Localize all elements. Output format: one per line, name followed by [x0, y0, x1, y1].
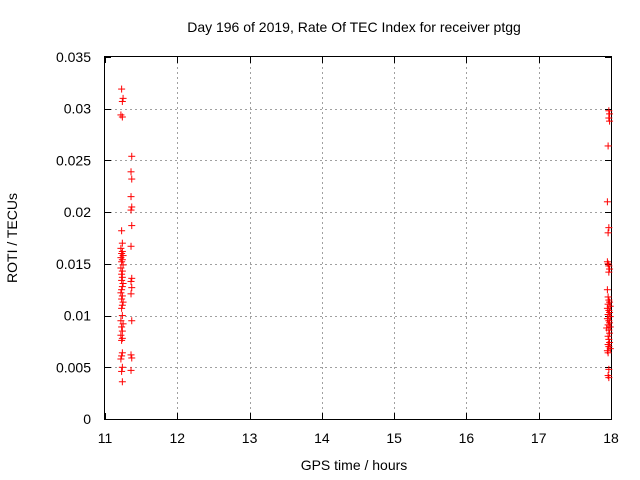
- y-axis-label: ROTI / TECUs: [4, 193, 20, 283]
- data-point: [118, 273, 126, 281]
- data-point: [118, 85, 126, 93]
- data-point: [128, 152, 136, 160]
- data-point: [118, 227, 126, 235]
- data-point: [118, 276, 126, 284]
- grid-lines: [105, 57, 611, 419]
- y-tick-labels: 0 0.005 0.01 0.015 0.02 0.025 0.03 0.035: [56, 49, 91, 427]
- data-point: [118, 267, 126, 275]
- data-points: [117, 85, 614, 386]
- data-point: [118, 336, 126, 344]
- data-point: [118, 304, 126, 312]
- data-point: [606, 329, 614, 337]
- chart-title: Day 196 of 2019, Rate Of TEC Index for r…: [187, 19, 521, 35]
- data-point: [606, 117, 614, 125]
- x-tick-label: 14: [314, 430, 330, 446]
- data-point: [118, 352, 126, 360]
- y-tick-label: 0.005: [56, 359, 91, 375]
- data-point: [128, 354, 136, 362]
- x-tick-labels: 11 12 13 14 15 16 17 18: [98, 430, 619, 446]
- data-point: [606, 265, 614, 273]
- data-point: [118, 283, 126, 291]
- data-point: [128, 317, 136, 325]
- data-point: [118, 97, 126, 105]
- data-point: [606, 323, 614, 331]
- x-tick-label: 13: [242, 430, 258, 446]
- data-point: [127, 193, 135, 201]
- data-point: [604, 349, 612, 357]
- y-tick-label: 0: [83, 411, 91, 427]
- x-tick-label: 16: [459, 430, 475, 446]
- data-point: [117, 289, 125, 297]
- data-point: [118, 367, 126, 375]
- data-point: [118, 258, 126, 266]
- data-point: [604, 229, 612, 237]
- data-point: [127, 351, 135, 359]
- data-point: [117, 331, 125, 339]
- data-point: [128, 284, 136, 292]
- data-point: [604, 332, 612, 340]
- data-point: [605, 114, 613, 122]
- x-tick-label: 18: [603, 430, 619, 446]
- data-point: [118, 323, 126, 331]
- data-point: [117, 355, 125, 363]
- data-point: [118, 349, 126, 357]
- data-point: [605, 262, 613, 270]
- data-point: [603, 198, 611, 206]
- data-point: [119, 320, 127, 328]
- data-point: [127, 290, 135, 298]
- data-point: [118, 301, 126, 309]
- data-point: [128, 203, 136, 211]
- plot-frame: [104, 56, 612, 420]
- data-point: [117, 244, 125, 252]
- y-tick-label: 0.025: [56, 152, 91, 168]
- data-point: [605, 326, 613, 334]
- data-point: [604, 142, 612, 150]
- data-point: [128, 222, 136, 230]
- x-tick-label: 11: [98, 430, 113, 446]
- data-point: [118, 327, 126, 335]
- data-point: [128, 175, 136, 183]
- data-point: [118, 295, 126, 303]
- data-point: [127, 277, 135, 285]
- y-tick-label: 0.015: [56, 256, 91, 272]
- data-point: [127, 206, 135, 214]
- data-point: [118, 113, 126, 121]
- y-tick-label: 0.01: [64, 308, 91, 324]
- data-point: [119, 94, 127, 102]
- data-point: [605, 107, 613, 115]
- data-point: [118, 312, 126, 320]
- data-point: [603, 286, 611, 294]
- data-point: [605, 268, 613, 276]
- y-tick-label: 0.02: [64, 204, 91, 220]
- x-axis-label: GPS time / hours: [301, 457, 408, 473]
- data-point: [118, 286, 126, 294]
- y-tick-label: 0.03: [64, 101, 91, 117]
- data-point: [118, 239, 126, 247]
- data-point: [605, 365, 613, 373]
- data-point: [127, 366, 135, 374]
- x-tick-label: 17: [531, 430, 547, 446]
- data-point: [118, 292, 126, 300]
- data-point: [127, 168, 135, 176]
- data-point: [128, 274, 136, 282]
- data-point: [605, 374, 613, 382]
- data-point: [119, 298, 127, 306]
- data-point: [118, 270, 126, 278]
- data-point: [604, 293, 612, 301]
- x-tick-label: 12: [169, 430, 185, 446]
- data-point: [117, 264, 125, 272]
- y-tick-label: 0.035: [56, 49, 91, 65]
- data-point: [118, 363, 126, 371]
- data-point: [606, 110, 614, 118]
- x-tick-label: 15: [386, 430, 402, 446]
- data-point: [605, 224, 613, 232]
- data-point: [118, 378, 126, 386]
- data-point: [119, 280, 127, 288]
- data-point: [605, 335, 613, 343]
- axis-ticks: [105, 57, 612, 420]
- data-point: [127, 242, 135, 250]
